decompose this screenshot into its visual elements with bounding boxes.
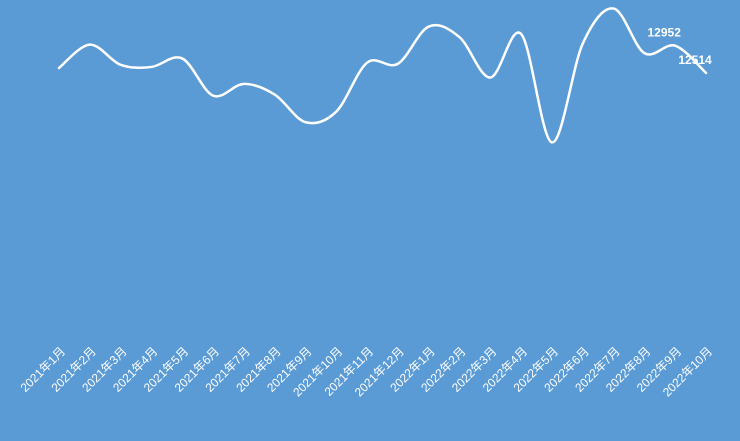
data-point-1 (57, 66, 61, 70)
data-point-19 (612, 7, 616, 11)
data-point-5 (180, 56, 184, 60)
data-point-11 (365, 61, 369, 65)
data-point-14 (458, 35, 462, 39)
data-label-22: 12514 (678, 53, 712, 67)
data-point-22 (704, 71, 708, 75)
data-point-9 (303, 120, 307, 124)
series-line (57, 7, 708, 144)
data-point-12 (396, 62, 400, 66)
data-point-16 (519, 32, 523, 36)
data-point-10 (334, 110, 338, 114)
data-point-18 (581, 42, 585, 46)
data-point-2 (88, 43, 92, 47)
data-point-3 (119, 63, 123, 67)
data-label-21: 12952 (648, 26, 682, 40)
x-axis: 2021年1月2021年2月2021年3月2021年4月2021年5月2021年… (18, 344, 715, 399)
drop-lines (58, 8, 707, 340)
data-point-20 (642, 51, 646, 55)
data-point-13 (427, 25, 431, 29)
data-labels: 12952 12514 (648, 26, 713, 67)
series-layer (57, 7, 708, 144)
data-point-17 (550, 140, 554, 144)
data-point-8 (273, 93, 277, 97)
data-point-15 (488, 76, 492, 80)
data-point-6 (211, 94, 215, 98)
data-point-21 (673, 44, 677, 48)
data-point-4 (149, 65, 153, 69)
data-point-7 (242, 82, 246, 86)
